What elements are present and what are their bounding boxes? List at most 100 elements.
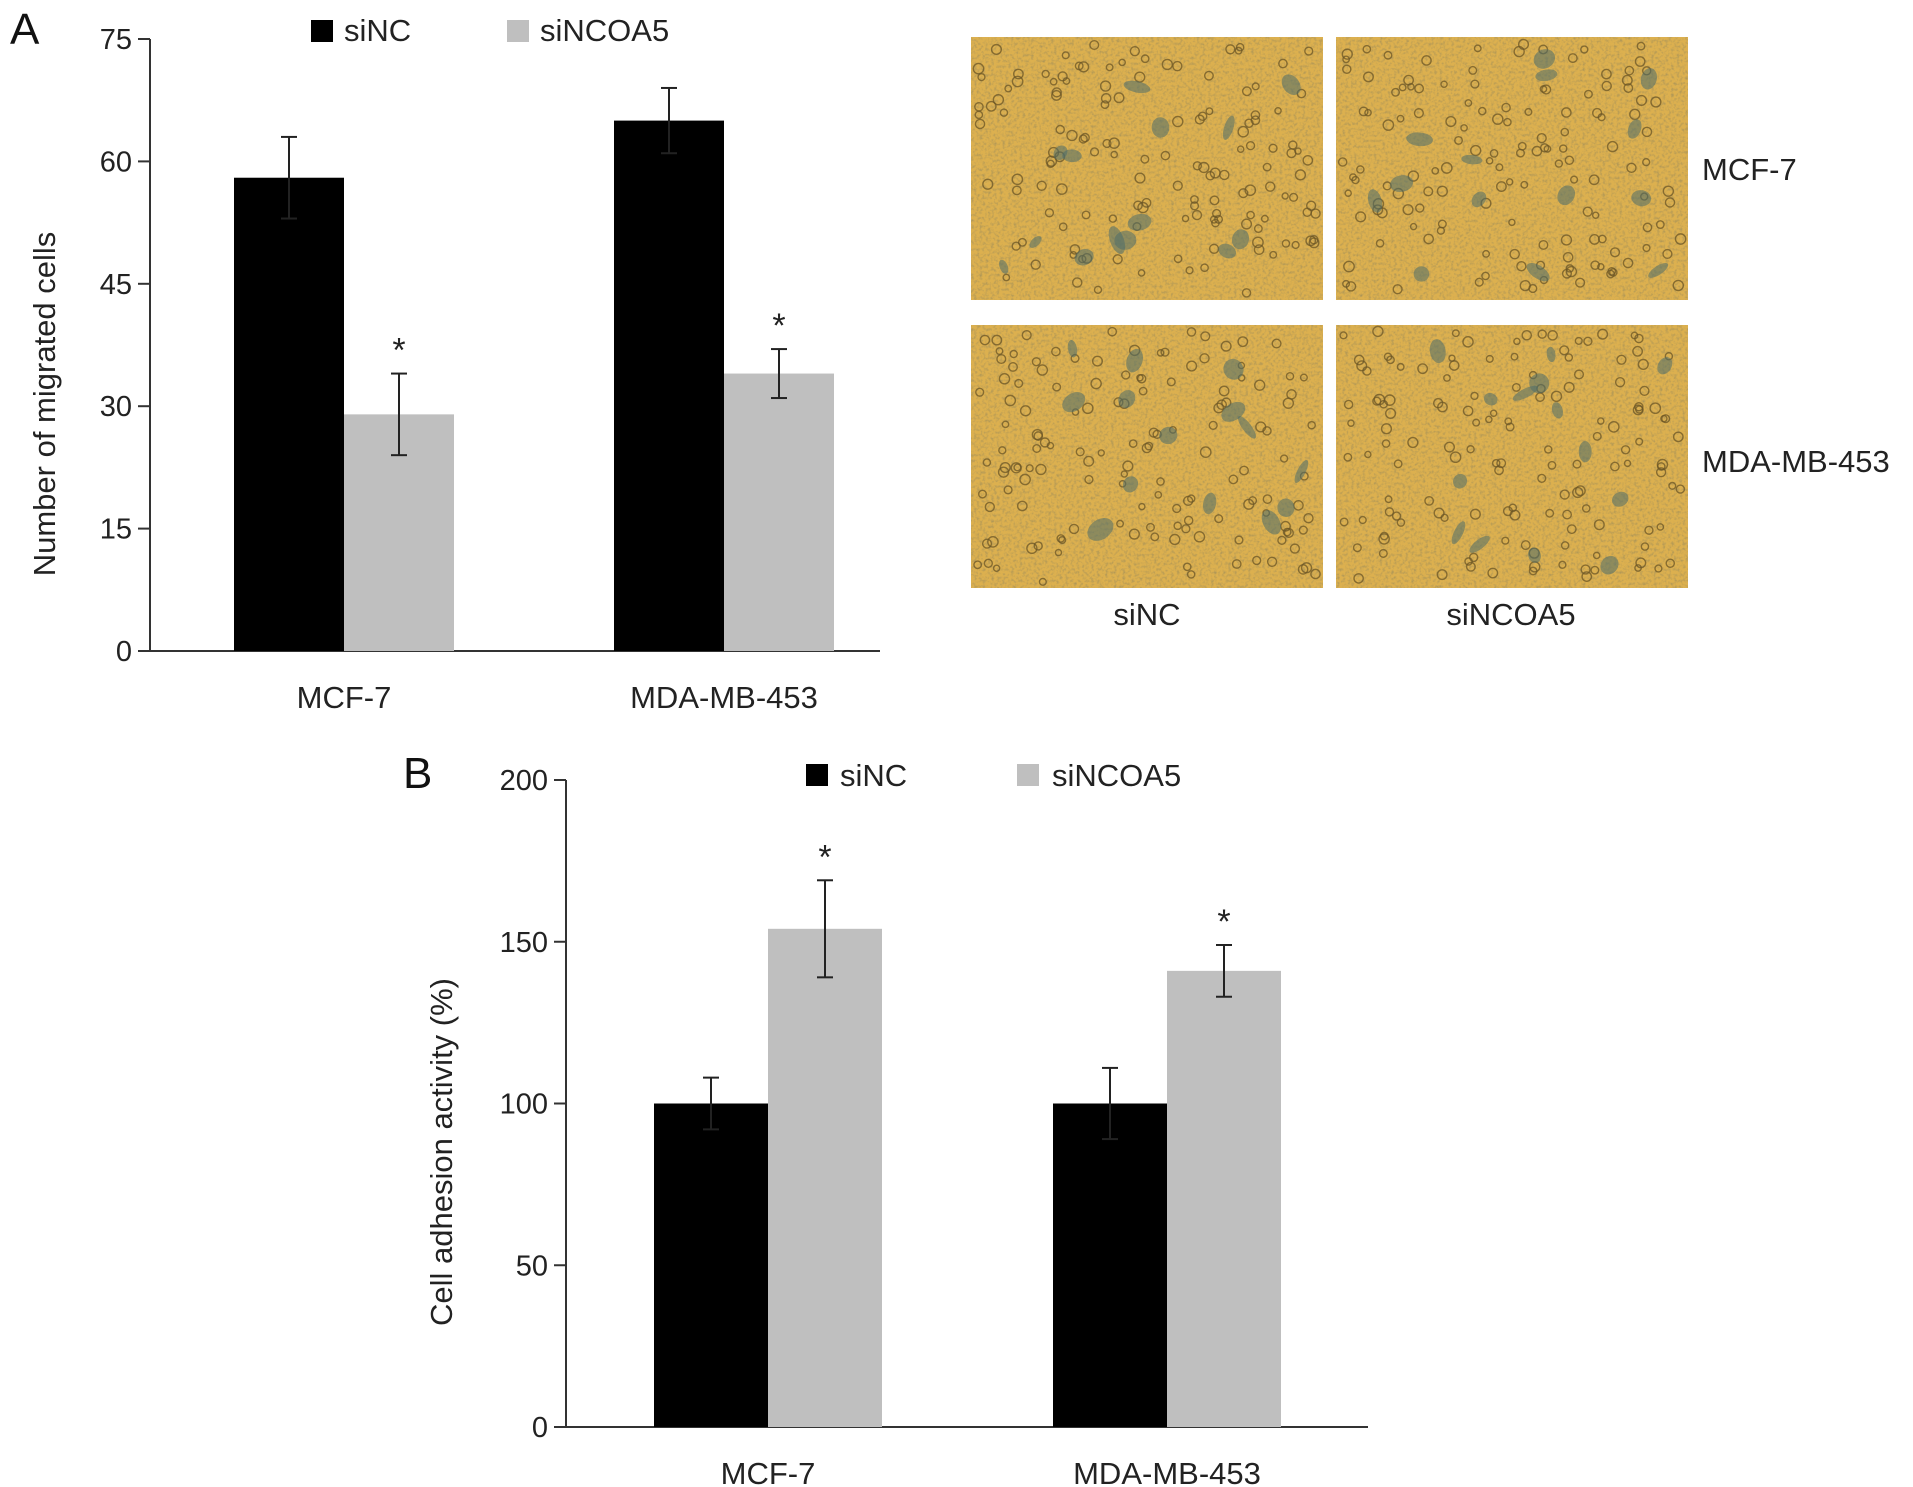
pore [1561, 268, 1573, 279]
pore [1635, 437, 1644, 446]
pore [1211, 218, 1220, 228]
pore [990, 43, 1002, 56]
stained-cell [1231, 229, 1250, 250]
micrograph-mda-sincoa5 [1336, 325, 1688, 588]
stained-cell [1469, 535, 1490, 553]
pore [1662, 185, 1675, 197]
pore [1362, 44, 1372, 54]
y-tick-label: 150 [500, 927, 548, 959]
x-category-label: MCF-7 [721, 1456, 816, 1487]
pore [1102, 138, 1112, 149]
y-tick-label: 30 [100, 391, 132, 423]
pore [1009, 349, 1018, 359]
pore [1274, 106, 1282, 115]
pore [1339, 331, 1348, 340]
pore [999, 108, 1009, 117]
pore [1154, 490, 1163, 499]
pore [1080, 132, 1090, 143]
pore [1252, 236, 1264, 249]
y-tick-label: 0 [116, 636, 132, 668]
micrograph-grid: MCF-7 MDA-MB-453 siNC siNCOA5 [971, 37, 1890, 632]
pore [1190, 195, 1199, 204]
pore [1191, 209, 1203, 221]
pore [1423, 186, 1434, 197]
bar-sinc-mda-mb-453 [614, 120, 724, 652]
pore [1237, 336, 1249, 348]
stained-cell [1483, 392, 1498, 406]
pore [1239, 465, 1250, 476]
pore [1056, 534, 1066, 543]
stained-cell [1029, 235, 1042, 248]
pore [1219, 169, 1230, 181]
chart-a-ylabel: Number of migrated cells [27, 232, 62, 577]
pore [979, 334, 991, 346]
pore [1560, 541, 1570, 550]
pore [1629, 108, 1641, 121]
bar-sincoa5-mda-mb-453 [1167, 970, 1281, 1427]
pore [1524, 107, 1533, 116]
pore [1656, 523, 1665, 531]
pore [1250, 110, 1261, 120]
pore [1138, 502, 1146, 511]
pore [1635, 94, 1648, 107]
pore [1574, 485, 1586, 497]
pore [1205, 107, 1214, 116]
pore [1363, 71, 1374, 83]
pore [1046, 159, 1055, 169]
pore [1623, 83, 1634, 93]
y-tick-label: 60 [100, 146, 132, 178]
significance-marker: * [392, 332, 405, 370]
pore [1364, 450, 1372, 459]
pore [1032, 444, 1042, 453]
pore [1509, 509, 1521, 521]
pore [1583, 89, 1593, 99]
pore [1253, 224, 1263, 234]
stained-cell [1535, 69, 1558, 82]
pore [1030, 259, 1041, 270]
x-category-label: MDA-MB-453 [1073, 1456, 1261, 1487]
pore [1218, 385, 1230, 397]
panel-letter-b: B [403, 749, 432, 798]
pore [1391, 87, 1401, 97]
pore [1513, 45, 1525, 58]
pore [1156, 349, 1165, 357]
pore [1345, 281, 1357, 292]
pore [1120, 470, 1129, 478]
pore [1058, 222, 1068, 232]
pore [1077, 61, 1090, 73]
pore [1014, 378, 1024, 389]
pore [1398, 83, 1407, 92]
pore [1013, 463, 1022, 472]
pore [1011, 75, 1024, 88]
pore [1182, 562, 1192, 572]
pore [1264, 181, 1276, 192]
pore [1417, 363, 1429, 375]
pore [1200, 331, 1211, 342]
pore [974, 118, 986, 130]
pore [1642, 243, 1651, 253]
pore [996, 353, 1007, 365]
pore [1089, 147, 1100, 157]
stained-cell [1631, 190, 1652, 207]
pore [1099, 80, 1112, 92]
pore [1433, 507, 1445, 519]
pore [1489, 409, 1498, 418]
pore [1642, 222, 1653, 233]
pore [973, 560, 983, 570]
pore [1248, 496, 1258, 505]
pore [1062, 77, 1071, 85]
pore [1537, 473, 1547, 483]
legend-label-sincoa5: siNCOA5 [540, 13, 669, 48]
micrograph-cells [972, 38, 1687, 586]
pore [1565, 265, 1578, 278]
bar-sincoa5-mcf-7 [768, 928, 882, 1427]
pore [1019, 473, 1031, 486]
pore [1187, 494, 1196, 503]
pore [1341, 48, 1353, 60]
stained-cell [1151, 117, 1170, 138]
pore [1083, 455, 1095, 467]
pore [1297, 564, 1309, 575]
pore [1449, 451, 1462, 464]
pore [1474, 277, 1484, 287]
pore [1234, 535, 1244, 545]
